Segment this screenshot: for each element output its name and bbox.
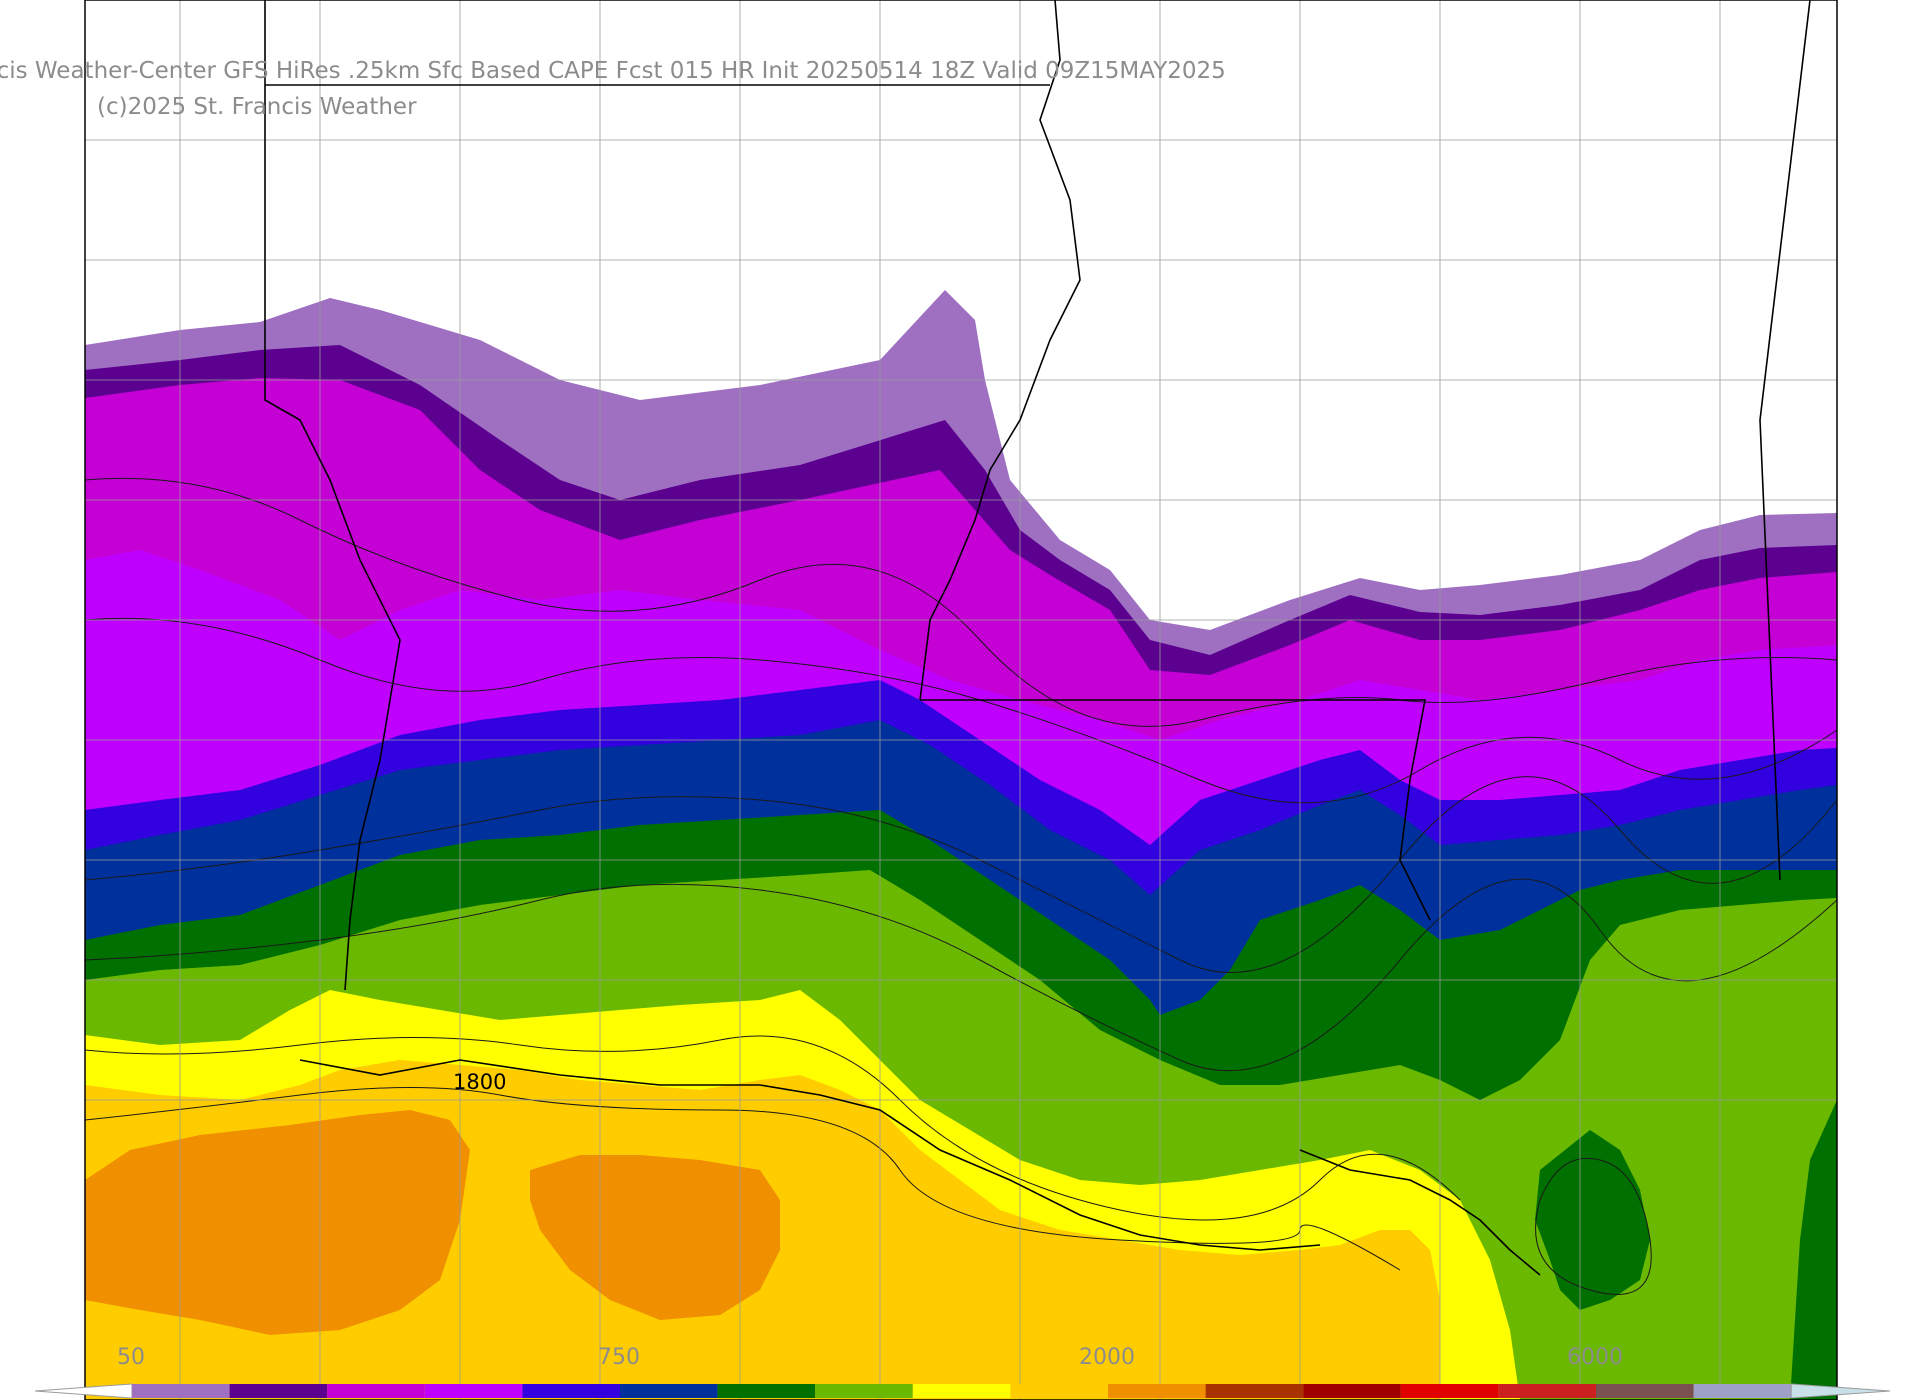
cape-band-3000-west xyxy=(85,1110,470,1335)
legend-swatch xyxy=(522,1384,620,1398)
contour-label-1800: 1800 xyxy=(453,1070,507,1094)
legend-low-arrow xyxy=(34,1383,133,1399)
legend-tick-2000: 2000 xyxy=(1079,1345,1135,1370)
legend-swatch xyxy=(815,1384,913,1398)
map-frame xyxy=(84,0,1838,1400)
copyright-text: (c)2025 St. Francis Weather xyxy=(97,94,417,120)
cape-legend-colorbar xyxy=(34,1383,1891,1399)
legend-high-arrow xyxy=(1790,1383,1891,1399)
map-title: ncis Weather-Center GFS HiRes .25km Sfc … xyxy=(0,58,1226,84)
legend-swatch xyxy=(424,1384,523,1398)
county-state-borders xyxy=(85,0,1837,1400)
legend-swatch xyxy=(912,1384,1011,1398)
legend-tick-750: 750 xyxy=(598,1345,640,1370)
legend-swatch xyxy=(1498,1384,1596,1398)
legend-tick-6000: 6000 xyxy=(1567,1345,1623,1370)
legend-swatch xyxy=(132,1384,230,1398)
cape-shading xyxy=(85,290,1837,1400)
legend-swatch xyxy=(1205,1384,1304,1398)
legend-swatch xyxy=(620,1384,718,1398)
legend-swatch xyxy=(327,1384,425,1398)
cape-band-3000-central xyxy=(530,1155,780,1320)
cape-band-1500-east xyxy=(1790,1100,1837,1400)
legend-swatch xyxy=(1303,1384,1401,1398)
legend-swatch xyxy=(717,1384,816,1398)
legend-swatch xyxy=(1596,1384,1694,1398)
legend-tick-50: 50 xyxy=(117,1345,145,1370)
legend-swatch xyxy=(1010,1384,1108,1398)
legend-swatch xyxy=(1693,1384,1792,1398)
legend-swatch xyxy=(1400,1384,1499,1398)
legend-swatch xyxy=(229,1384,328,1398)
cape-band-1500-offshore xyxy=(1535,1130,1650,1310)
legend-swatch xyxy=(1108,1384,1206,1398)
